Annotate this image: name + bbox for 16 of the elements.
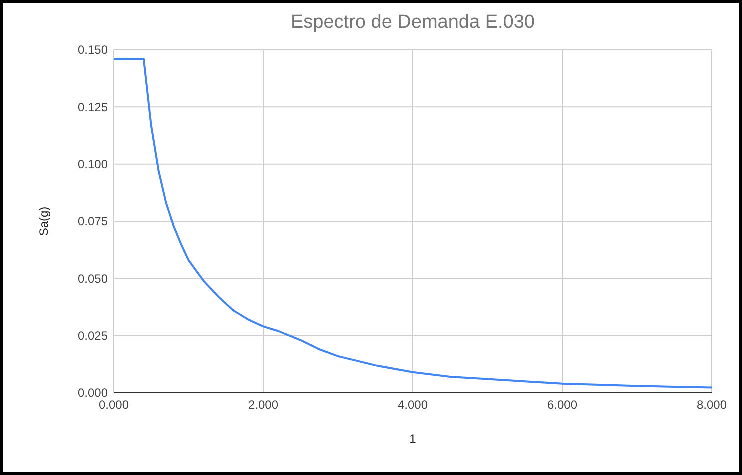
line-series — [113, 58, 713, 389]
y-tick-label: 0.025 — [78, 329, 108, 344]
y-tick-label: 0.050 — [78, 272, 108, 286]
x-tick-label: 2.000 — [248, 398, 279, 412]
x-axis-title: 1 — [410, 432, 417, 446]
y-axis-title: Sa(g) — [37, 206, 51, 236]
x-tick-label: 4.000 — [398, 398, 428, 412]
y-tick-label: 0.125 — [78, 100, 108, 114]
chart-title: Espectro de Demanda E.030 — [291, 12, 535, 33]
x-tick-label: 8.000 — [696, 398, 728, 412]
x-tick-label: 0.000 — [98, 398, 130, 412]
y-tick-label: 0.075 — [78, 214, 108, 229]
x-tick-label: 6.000 — [547, 398, 578, 412]
y-tick-label: 0.000 — [78, 386, 108, 400]
y-tick-label: 0.100 — [78, 158, 108, 172]
y-tick-label: 0.150 — [78, 43, 108, 58]
